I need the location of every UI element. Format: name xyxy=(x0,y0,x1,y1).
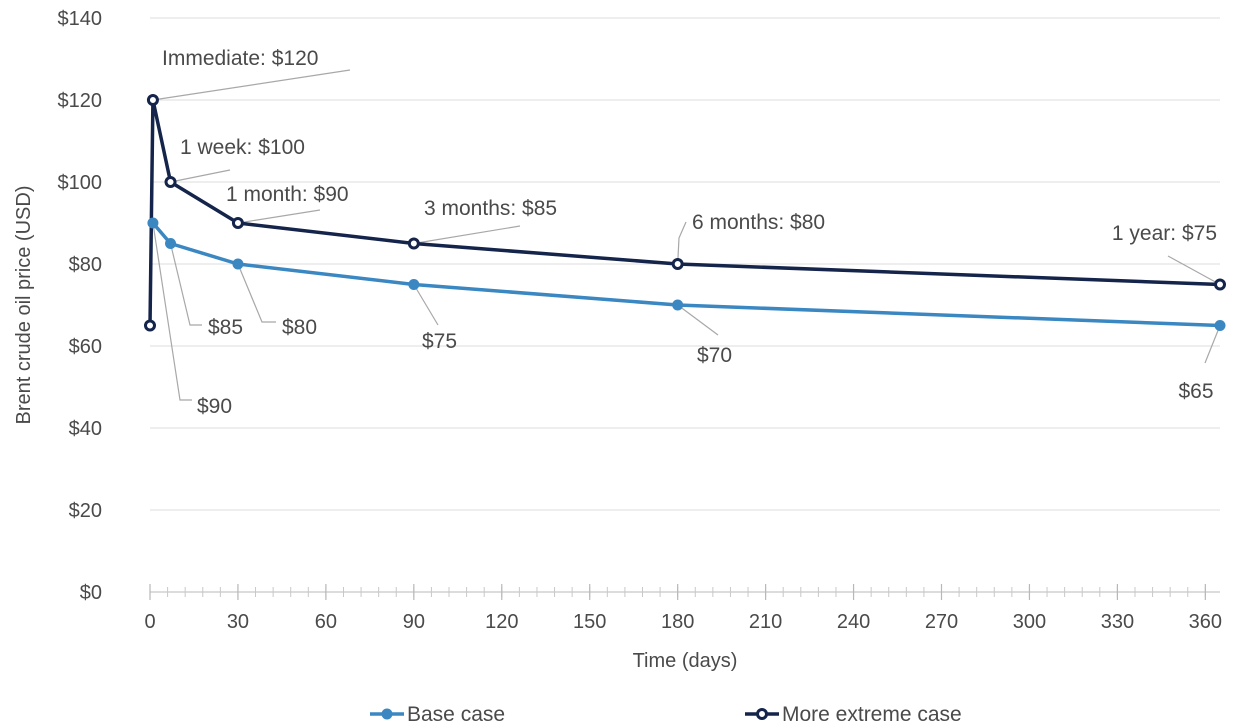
legend-swatch-marker xyxy=(756,708,768,720)
gridlines xyxy=(150,17,1220,511)
y-axis-tick-labels: $0 $20 $40 $60 $80 $100 $120 $140 xyxy=(58,8,103,604)
y-tick-label: $140 xyxy=(58,8,103,30)
annotation-label: $85 xyxy=(208,316,243,339)
annotation-label: 1 year: $75 xyxy=(1112,222,1217,245)
legend-label: Base case xyxy=(407,703,505,726)
series-line-extreme xyxy=(148,98,1221,326)
annotation-leader xyxy=(413,225,521,245)
x-tick-label: 270 xyxy=(925,611,958,633)
data-point xyxy=(144,319,156,332)
data-point xyxy=(146,94,159,106)
x-tick-label: 30 xyxy=(227,611,249,633)
y-tick-label: $0 xyxy=(80,582,102,604)
x-tick-label: 300 xyxy=(1013,611,1046,633)
annotation-label: $75 xyxy=(422,330,457,353)
legend-label: More extreme case xyxy=(782,703,962,726)
data-point xyxy=(165,238,177,249)
series-lines xyxy=(148,98,1221,328)
annotation-label: $90 xyxy=(197,395,232,418)
legend-swatch-marker xyxy=(381,708,393,720)
x-tick-label: 240 xyxy=(837,611,870,633)
annotation-labels: Immediate: $120 1 week: $100 1 month: $90 3… xyxy=(162,47,1217,418)
annotation-label: $65 xyxy=(1178,380,1213,403)
data-point xyxy=(1214,320,1226,331)
annotation-leader xyxy=(237,263,276,323)
annotation-label: $80 xyxy=(282,316,317,339)
y-tick-label: $20 xyxy=(69,500,102,522)
annotation-label: Immediate: $120 xyxy=(162,47,318,70)
annotation-label: $70 xyxy=(697,344,732,367)
y-tick-label: $60 xyxy=(69,336,102,358)
data-point xyxy=(407,237,420,250)
y-tick-label: $120 xyxy=(58,90,103,112)
data-point xyxy=(1214,278,1226,291)
y-tick-label: $40 xyxy=(69,418,102,440)
data-point xyxy=(408,279,420,290)
x-tick-label: 60 xyxy=(315,611,337,633)
annotation-leader xyxy=(152,69,351,101)
x-tick-label: 0 xyxy=(144,611,155,633)
data-point xyxy=(671,258,684,270)
annotation-leader xyxy=(170,169,231,183)
annotation-leaders xyxy=(152,69,1221,401)
annotation-leader xyxy=(677,304,719,336)
annotation-leader xyxy=(237,209,321,224)
annotation-leader xyxy=(152,222,192,401)
series-line-base xyxy=(151,221,1221,328)
y-tick-label: $80 xyxy=(69,254,102,276)
x-tick-label: 90 xyxy=(403,611,425,633)
annotation-label: 3 months: $85 xyxy=(424,197,557,220)
annotation-label: 1 week: $100 xyxy=(180,136,305,159)
x-axis-title: Time (days) xyxy=(633,650,738,672)
annotation-leader xyxy=(677,221,687,265)
data-point xyxy=(147,217,159,229)
annotation-label: 1 month: $90 xyxy=(226,183,349,206)
y-tick-label: $100 xyxy=(58,172,103,194)
data-point xyxy=(231,217,244,229)
annotation-leader xyxy=(413,284,439,326)
x-axis: 0 30 60 90 120 150 180 210 240 270 300 330 360 xyxy=(144,584,1222,633)
series-markers xyxy=(144,94,1226,332)
annotation-leader xyxy=(1204,325,1221,364)
data-point xyxy=(164,176,177,188)
x-tick-label: 150 xyxy=(573,611,606,633)
x-tick-label: 180 xyxy=(661,611,694,633)
annotation-leader xyxy=(1167,255,1221,286)
legend: Base case More extreme case xyxy=(370,703,962,726)
x-tick-label: 210 xyxy=(749,611,782,633)
annotation-label: 6 months: $80 xyxy=(692,211,825,234)
y-axis-title: Brent crude oil price (USD) xyxy=(13,186,35,425)
data-point xyxy=(232,258,244,270)
x-tick-label: 330 xyxy=(1101,611,1134,633)
annotation-leader xyxy=(169,243,202,326)
data-point xyxy=(672,299,684,311)
x-tick-label: 120 xyxy=(485,611,518,633)
x-tick-label: 360 xyxy=(1189,611,1222,633)
